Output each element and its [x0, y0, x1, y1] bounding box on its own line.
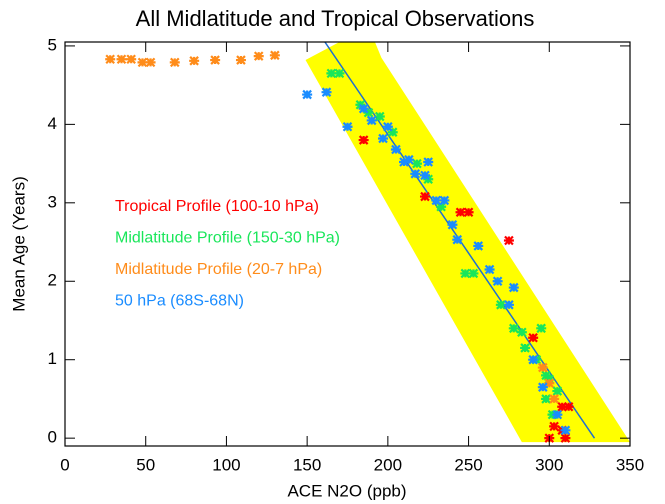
data-point [536, 323, 547, 334]
data-point [528, 354, 539, 365]
data-point [508, 323, 519, 334]
data-point [342, 121, 353, 132]
data-point [560, 425, 571, 436]
data-point [503, 300, 514, 310]
data-point [452, 234, 463, 245]
x-tick-label: 150 [293, 455, 321, 474]
data-point [137, 57, 148, 68]
data-point [552, 409, 563, 420]
data-point [126, 54, 137, 65]
data-point [484, 264, 495, 275]
data-point [557, 401, 568, 412]
data-point [508, 282, 519, 293]
data-point [105, 54, 116, 65]
data-point [235, 55, 246, 65]
data-point [503, 235, 514, 246]
x-tick-label: 250 [454, 455, 482, 474]
data-point [516, 327, 527, 338]
data-point [399, 157, 409, 167]
x-tick-label: 50 [136, 455, 155, 474]
data-point [439, 195, 450, 206]
data-point [334, 68, 345, 79]
data-point [366, 115, 377, 126]
data-point [537, 362, 548, 373]
data-point [410, 169, 421, 179]
data-point [492, 276, 503, 287]
data-point [549, 421, 560, 432]
data-point [403, 154, 414, 165]
data-point [419, 191, 430, 202]
x-tick-label: 300 [535, 455, 563, 474]
data-point [544, 378, 555, 389]
data-point [541, 394, 552, 404]
legend-entry: Midlatitude Profile (150-30 hPa) [115, 230, 340, 247]
data-point [411, 158, 422, 169]
y-tick-label: 0 [48, 428, 57, 447]
x-tick-label: 200 [374, 455, 402, 474]
data-point [382, 121, 393, 132]
data-point [528, 332, 539, 343]
plot-area [105, 42, 630, 443]
data-point [326, 68, 337, 79]
x-tick-label: 0 [60, 455, 69, 474]
data-point [169, 57, 180, 68]
data-point [460, 268, 471, 279]
y-tick-label: 1 [48, 349, 57, 368]
y-tick-label: 4 [48, 114, 57, 133]
data-point [363, 107, 374, 118]
data-point [520, 343, 531, 353]
chart-title: All Midlatitude and Tropical Observation… [136, 6, 535, 31]
data-point [563, 401, 574, 412]
data-point [145, 57, 156, 68]
legend-entry: Tropical Profile (100-10 hPa) [115, 198, 319, 215]
y-axis-label: Mean Age (Years) [9, 176, 28, 311]
data-point [463, 207, 474, 218]
data-point [495, 300, 506, 310]
legend-entry: Midlatitude Profile (20-7 hPa) [115, 261, 322, 278]
data-point [447, 220, 458, 230]
data-point [358, 135, 369, 145]
data-point [423, 157, 434, 167]
data-point [387, 127, 398, 137]
data-point [189, 56, 200, 66]
data-point [431, 195, 442, 206]
legend-entry: 50 hPa (68S-68N) [115, 293, 244, 310]
data-point [537, 382, 548, 392]
data-point [455, 207, 466, 218]
data-point [560, 433, 571, 443]
data-point [253, 51, 264, 61]
x-axis-label: ACE N2O (ppb) [287, 481, 406, 500]
x-tick-label: 350 [616, 455, 644, 474]
data-point [321, 87, 332, 97]
data-point [436, 201, 447, 212]
x-tick-label: 100 [212, 455, 240, 474]
data-point [549, 394, 560, 404]
data-point [358, 103, 369, 114]
data-point [473, 241, 484, 251]
data-point [468, 268, 479, 279]
data-point [302, 89, 313, 100]
data-point [552, 386, 563, 396]
data-point [374, 111, 385, 122]
data-point [378, 133, 389, 144]
axes-frame [64, 41, 631, 447]
data-point [210, 55, 221, 65]
y-tick-label: 3 [48, 192, 57, 211]
data-point [419, 170, 430, 181]
data-point [269, 50, 280, 61]
shaded-region [305, 42, 630, 443]
y-tick-label: 2 [48, 271, 57, 290]
data-point [116, 54, 127, 65]
y-tick-label: 5 [48, 35, 57, 54]
data-point [390, 144, 401, 155]
